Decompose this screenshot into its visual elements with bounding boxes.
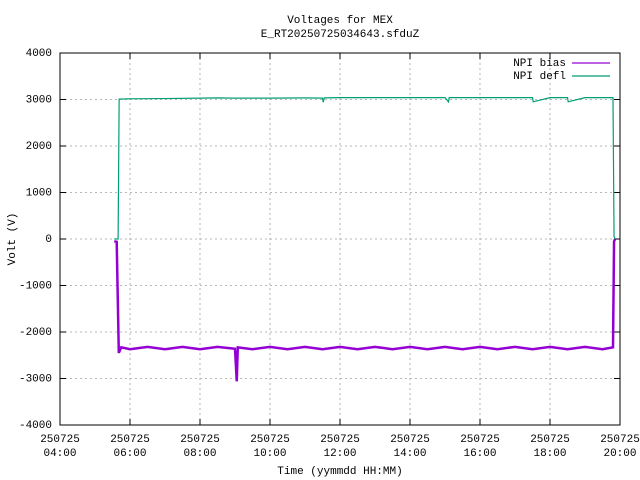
- x-tick-label: 250725: [180, 434, 220, 446]
- x-tick-label: 250725: [390, 434, 430, 446]
- y-tick-label: 1000: [26, 187, 52, 199]
- x-tick-label: 20:00: [603, 448, 636, 460]
- x-tick-label: 250725: [110, 434, 150, 446]
- x-tick-label: 250725: [40, 434, 80, 446]
- x-tick-label: 16:00: [463, 448, 496, 460]
- x-tick-label: 250725: [600, 434, 640, 446]
- y-tick-label: 4000: [26, 48, 52, 60]
- chart-subtitle: E_RT20250725034643.sfduZ: [261, 29, 420, 41]
- legend-label: NPI bias: [513, 58, 566, 70]
- plot-border: [59, 52, 621, 426]
- y-tick-label: -4000: [19, 420, 52, 432]
- series-line: [114, 97, 616, 240]
- x-tick-label: 250725: [250, 434, 290, 446]
- y-axis-label: Volt (V): [7, 213, 19, 266]
- y-tick-label: 3000: [26, 94, 52, 106]
- x-tick-label: 250725: [320, 434, 360, 446]
- y-tick-label: -2000: [19, 327, 52, 339]
- x-tick-label: 06:00: [113, 448, 146, 460]
- x-tick-label: 18:00: [533, 448, 566, 460]
- x-axis-label: Time (yymmdd HH:MM): [277, 466, 402, 478]
- y-tick-label: 2000: [26, 141, 52, 153]
- y-tick-label: -1000: [19, 280, 52, 292]
- series-line: [114, 238, 617, 382]
- x-tick-label: 08:00: [183, 448, 216, 460]
- x-tick-label: 14:00: [393, 448, 426, 460]
- chart-title: Voltages for MEX: [287, 15, 393, 27]
- x-tick-label: 12:00: [323, 448, 356, 460]
- y-tick-label: -3000: [19, 373, 52, 385]
- x-tick-label: 250725: [460, 434, 500, 446]
- x-tick-label: 250725: [530, 434, 570, 446]
- legend-label: NPI defl: [513, 71, 566, 83]
- y-tick-label: 0: [45, 234, 52, 246]
- x-tick-label: 10:00: [253, 448, 286, 460]
- x-tick-label: 04:00: [43, 448, 76, 460]
